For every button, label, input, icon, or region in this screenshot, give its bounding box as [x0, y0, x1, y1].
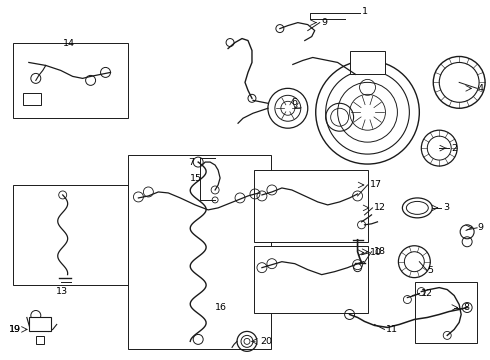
Bar [416, 282, 477, 343]
Text: 19: 19 [9, 325, 21, 334]
Text: 19: 19 [9, 325, 21, 334]
Text: 20: 20 [260, 337, 272, 346]
Text: 11: 11 [386, 325, 397, 334]
Text: 7: 7 [188, 158, 194, 167]
Bar [23, 93, 41, 105]
Text: 9: 9 [477, 223, 483, 232]
Ellipse shape [402, 198, 432, 218]
Text: 3: 3 [443, 203, 449, 212]
Bar [254, 246, 368, 314]
Bar [349, 50, 386, 75]
Text: 5: 5 [427, 266, 433, 275]
Ellipse shape [406, 201, 428, 214]
Text: 12: 12 [421, 289, 433, 298]
Text: 15: 15 [190, 174, 202, 183]
Text: 14: 14 [63, 39, 74, 48]
Text: 12: 12 [373, 203, 386, 212]
Text: 16: 16 [215, 303, 227, 312]
Bar [128, 155, 271, 349]
Bar [254, 170, 368, 242]
Text: 2: 2 [451, 144, 457, 153]
Text: 9: 9 [322, 18, 328, 27]
Bar [29, 318, 51, 332]
Bar [13, 42, 128, 118]
Text: 17: 17 [369, 180, 382, 189]
Bar [13, 185, 128, 285]
Text: 4: 4 [477, 84, 483, 93]
Text: 8: 8 [463, 303, 469, 312]
Text: 6: 6 [292, 98, 298, 107]
Text: 13: 13 [56, 287, 68, 296]
Bar [36, 336, 44, 345]
Text: 1: 1 [362, 7, 368, 16]
Text: 18: 18 [373, 247, 386, 256]
Text: 10: 10 [369, 248, 382, 257]
